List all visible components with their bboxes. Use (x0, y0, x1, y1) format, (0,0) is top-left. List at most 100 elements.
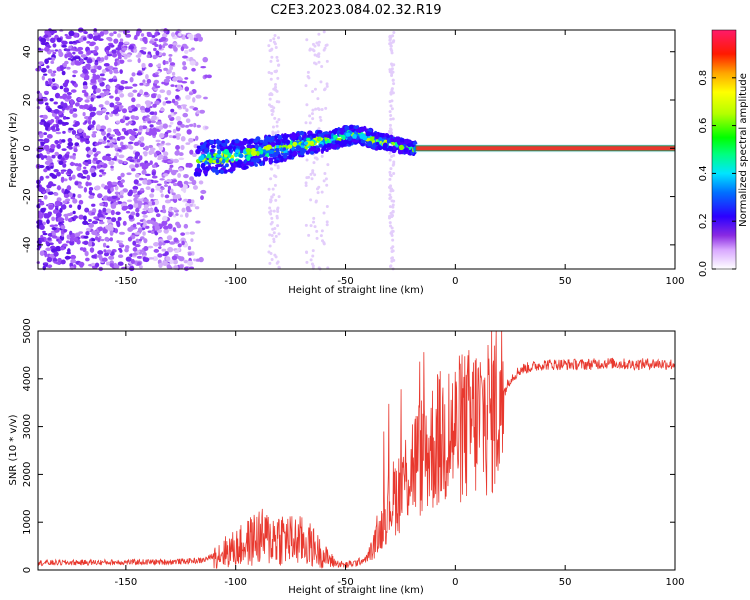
noise-speck (110, 203, 117, 209)
noise-speck (75, 62, 82, 66)
band-speck (270, 216, 274, 220)
band-speck (305, 158, 309, 162)
noise-speck (187, 245, 192, 251)
noise-speck (124, 116, 130, 121)
noise-speck (146, 78, 152, 84)
noise-speck (171, 207, 178, 211)
band-speck (388, 100, 392, 104)
noise-speck (60, 204, 67, 210)
noise-speck (121, 127, 127, 132)
noise-speck (184, 212, 189, 218)
noise-speck (180, 144, 185, 150)
noise-speck (64, 60, 69, 65)
noise-speck (62, 200, 68, 204)
noise-speck (119, 93, 125, 98)
colorbar-tick-label: 0.8 (698, 70, 709, 86)
noise-speck (42, 114, 48, 120)
noise-speck (175, 116, 182, 121)
noise-speck (37, 213, 44, 219)
noise-speck (90, 97, 95, 102)
track-speck (255, 150, 260, 157)
noise-speck (111, 158, 117, 161)
band-speck (313, 87, 317, 91)
noise-speck (85, 139, 90, 145)
colorbar: 0.0 0.2 0.4 0.6 0.8 Normalized spectral ampl… (698, 29, 749, 277)
track-speck (209, 149, 214, 153)
noise-speck (143, 246, 149, 252)
noise-speck (204, 126, 209, 130)
noise-speck (133, 179, 139, 185)
noise-speck (36, 179, 41, 185)
noise-speck (180, 124, 186, 128)
band-speck (391, 203, 395, 207)
noise-speck (90, 78, 97, 84)
band-speck (311, 48, 315, 52)
track-speck (254, 163, 258, 167)
noise-speck (76, 166, 82, 171)
noise-speck (44, 102, 49, 106)
spectrogram-x-tick-label: 0 (452, 276, 458, 287)
noise-speck (50, 125, 56, 131)
noise-speck (82, 220, 89, 225)
noise-speck (61, 44, 67, 48)
track-speck (268, 160, 273, 165)
noise-speck (118, 159, 124, 165)
noise-speck (181, 207, 186, 213)
noise-speck (139, 162, 146, 167)
noise-speck (149, 111, 156, 115)
noise-speck (98, 221, 105, 225)
noise-speck (158, 38, 163, 43)
noise-speck (105, 45, 111, 51)
noise-speck (120, 172, 125, 178)
noise-speck (56, 186, 62, 190)
snr-y-tick-label: 4000 (22, 366, 33, 391)
colorbar-tick-label: 0.2 (698, 213, 709, 229)
band-speck (388, 123, 392, 127)
noise-speck (74, 121, 80, 127)
noise-speck (119, 184, 124, 188)
band-speck (275, 120, 279, 124)
noise-speck (148, 132, 152, 136)
noise-speck (50, 72, 56, 77)
noise-speck (60, 225, 66, 230)
track-speck (234, 138, 240, 144)
noise-speck (132, 83, 138, 87)
noise-speck (190, 238, 194, 243)
track-speck (292, 141, 298, 147)
noise-speck (51, 235, 58, 239)
noise-speck (69, 240, 75, 246)
band-speck (270, 257, 274, 261)
noise-speck (42, 265, 46, 271)
noise-speck (149, 124, 154, 128)
track-speck (365, 131, 372, 137)
noise-speck (194, 206, 200, 210)
noise-speck (109, 237, 114, 242)
noise-speck (62, 130, 66, 134)
noise-speck (92, 131, 98, 134)
noise-speck (176, 44, 181, 48)
noise-speck (139, 105, 146, 112)
band-speck (323, 87, 327, 91)
band-speck (269, 252, 273, 256)
track-speck (203, 169, 208, 175)
noise-speck (151, 201, 156, 206)
noise-speck (122, 53, 127, 57)
band-speck (314, 200, 318, 204)
noise-speck (184, 46, 189, 49)
band-speck (392, 172, 396, 176)
band-speck (390, 87, 394, 91)
noise-speck (61, 40, 68, 45)
noise-speck (87, 119, 92, 125)
noise-speck (88, 106, 94, 112)
noise-speck (103, 252, 110, 257)
band-speck (388, 177, 392, 181)
spectrogram-carrier (415, 144, 676, 153)
noise-speck (87, 241, 93, 247)
noise-speck (62, 82, 68, 88)
band-speck (390, 256, 394, 260)
snr-x-tick-label: -100 (224, 577, 247, 588)
snr-x-tick-label: -50 (337, 577, 353, 588)
noise-speck (83, 235, 89, 239)
track-speck (195, 148, 201, 155)
noise-speck (88, 187, 94, 191)
